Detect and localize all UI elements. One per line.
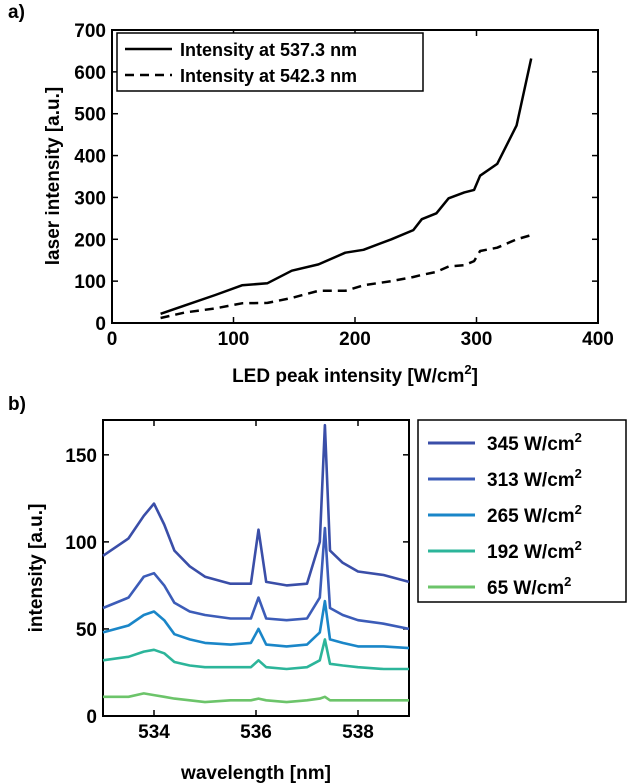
legend-entry-text: 345 W/cm — [487, 434, 575, 455]
panel-b-xtick-label: 538 — [342, 722, 374, 743]
panel-a-ytick-label: 600 — [74, 63, 106, 84]
legend-entry-4: 65 W/cm2 — [487, 574, 571, 599]
panel-a-ytick-label: 100 — [74, 272, 106, 293]
panel-a-ylabel: laser intensity [a.u.] — [43, 87, 64, 265]
panel-b-series-line-4 — [103, 692, 409, 704]
legend-entry-sup: 2 — [575, 538, 582, 553]
panel-a-xlabel-sup: 2 — [464, 362, 471, 377]
panel-a-ytick-label: 200 — [74, 230, 106, 251]
legend-entry-2: 265 W/cm2 — [487, 502, 582, 527]
panel-a-ytick-label: 400 — [74, 147, 106, 168]
panel-b-series-line-3 — [102, 638, 409, 671]
panel-b-xtick-label: 536 — [240, 722, 272, 743]
legend-entry-0: 345 W/cm2 — [487, 430, 582, 455]
panel-a-ytick-label: 0 — [95, 314, 106, 335]
panel-a-xlabel: LED peak intensity [W/cm2] — [232, 362, 478, 387]
panel-a-ytick-label: 700 — [74, 21, 106, 42]
legend-entry-text: 192 W/cm — [487, 542, 575, 563]
panel-a-xtick-label: 200 — [339, 329, 371, 350]
panel-b-legend-box — [417, 419, 627, 603]
panel-a-xlabel-main: LED peak intensity [W/cm — [232, 366, 464, 387]
panel-a-xtick-label: 100 — [218, 329, 250, 350]
panel-a-legend-box — [116, 32, 424, 92]
panel-b-label: b) — [8, 394, 26, 415]
panel-a: a) 0 100 200 300 400 0 100 200 300 400 500 600 700 I… — [8, 2, 614, 387]
panel-a-series — [160, 58, 533, 320]
legend-entry-542: Intensity at 542.3 nm — [180, 66, 357, 86]
legend-entry-text: 313 W/cm — [487, 470, 575, 491]
panel-a-xtick-label: 0 — [107, 329, 118, 350]
panel-a-ticks: 0 100 200 300 400 0 100 200 300 400 500 600 700 — [74, 21, 614, 350]
legend-entry-537: Intensity at 537.3 nm — [180, 40, 357, 60]
panel-b-ytick-label: 150 — [65, 446, 97, 467]
panel-b-axes-frame — [102, 419, 410, 717]
panel-a-series-line-1 — [160, 233, 532, 320]
panel-b-series — [102, 423, 410, 704]
panel-a-xtick-label: 400 — [582, 329, 614, 350]
panel-b-series-line-2 — [102, 599, 410, 650]
legend-entry-text: 65 W/cm — [487, 578, 564, 599]
legend-entry-sup: 2 — [564, 574, 571, 589]
panel-b-series-line-1 — [102, 526, 410, 631]
panel-b-xlabel: wavelength [nm] — [180, 763, 331, 784]
legend-entry-3: 192 W/cm2 — [487, 538, 582, 563]
panel-a-xtick-label: 300 — [461, 329, 493, 350]
panel-b-xtick-label: 534 — [138, 722, 170, 743]
panel-a-legend: Intensity at 537.3 nm Intensity at 542.3… — [116, 32, 424, 92]
legend-entry-1: 313 W/cm2 — [487, 466, 582, 491]
panel-b-ytick-label: 100 — [65, 533, 97, 554]
panel-a-label: a) — [8, 2, 25, 23]
panel-b-ylabel: intensity [a.u.] — [26, 504, 47, 633]
legend-entry-sup: 2 — [575, 502, 582, 517]
panel-a-ytick-label: 300 — [74, 188, 106, 209]
panel-a-xlabel-suffix: ] — [472, 366, 478, 387]
panel-a-series-line-0 — [160, 58, 533, 315]
legend-entry-sup: 2 — [575, 466, 582, 481]
panel-b-ticks: 534 536 538 0 50 100 150 — [65, 420, 409, 743]
panel-b-series-line-0 — [102, 423, 410, 587]
panel-b-ytick-label: 50 — [76, 620, 97, 641]
panel-a-ytick-label: 500 — [74, 105, 106, 126]
panel-b-ytick-label: 0 — [86, 707, 97, 728]
legend-entry-text: 265 W/cm — [487, 506, 575, 527]
legend-entry-sup: 2 — [575, 430, 582, 445]
